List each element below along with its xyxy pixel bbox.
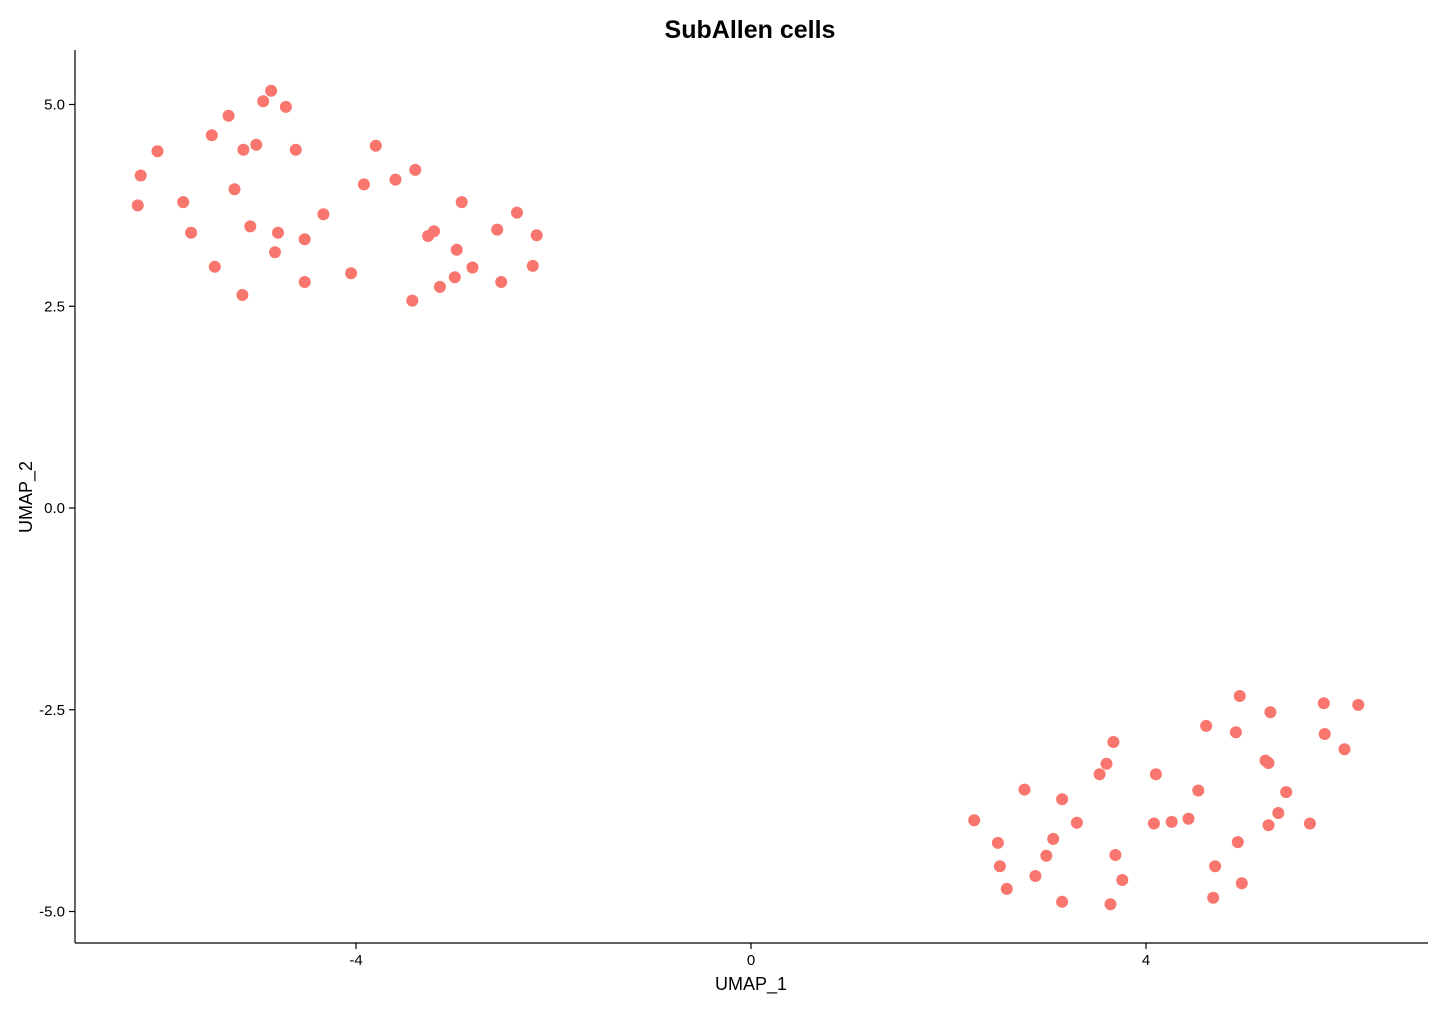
data-point [131, 199, 144, 212]
x-tick-label: 4 [1142, 952, 1150, 969]
data-point [1207, 891, 1220, 904]
x-tick-label: 0 [747, 952, 755, 969]
chart-title: SubAllen cells [665, 16, 836, 44]
data-point [1262, 757, 1275, 769]
data-point [1352, 698, 1365, 711]
data-point [1093, 768, 1106, 781]
y-tick-label: 5.0 [44, 97, 65, 114]
x-axis-label: UMAP_1 [715, 974, 787, 995]
data-point [409, 163, 422, 176]
x-tick-label: -4 [349, 952, 362, 969]
y-axis-label: UMAP_2 [16, 461, 37, 533]
data-point [228, 183, 241, 196]
data-point [433, 280, 446, 293]
data-point [1231, 836, 1244, 849]
data-point [237, 143, 250, 156]
data-point [298, 276, 311, 288]
data-point [1262, 819, 1275, 832]
data-point [455, 196, 468, 209]
data-point [298, 233, 311, 246]
data-point [1209, 860, 1222, 873]
data-point [993, 860, 1006, 873]
data-point [279, 100, 292, 113]
data-point [289, 143, 302, 156]
data-point [1233, 690, 1246, 702]
data-point [450, 243, 463, 256]
data-point [511, 206, 523, 219]
data-point [345, 267, 358, 280]
data-point [1100, 757, 1113, 770]
data-point [1116, 874, 1129, 886]
data-point [1056, 793, 1069, 806]
data-point [389, 173, 402, 186]
data-point [428, 225, 440, 238]
data-point [1318, 728, 1331, 740]
data-point [1192, 784, 1205, 797]
data-point [1272, 807, 1285, 819]
data-point [1280, 786, 1293, 799]
data-point [1165, 815, 1178, 828]
data-point [1229, 726, 1242, 739]
data-point [236, 289, 249, 301]
data-point [357, 178, 370, 191]
data-points [131, 84, 1365, 911]
data-point [1018, 783, 1031, 796]
data-point [265, 84, 278, 97]
data-point [185, 226, 198, 239]
y-tick-label: 0.0 [44, 500, 65, 517]
data-point [1149, 768, 1162, 781]
data-point [495, 276, 508, 288]
data-point [257, 95, 270, 108]
data-point [448, 271, 461, 284]
y-tick-label: -2.5 [39, 702, 65, 719]
data-point [530, 229, 543, 242]
data-point [1029, 870, 1042, 882]
data-point [526, 259, 539, 272]
data-point [466, 261, 479, 274]
data-point [1109, 849, 1122, 861]
data-point [151, 145, 164, 158]
data-point [991, 836, 1004, 849]
y-tick-label: 2.5 [44, 298, 65, 315]
data-point [134, 169, 147, 182]
data-point [1200, 719, 1213, 732]
data-point [369, 139, 382, 152]
data-point [406, 294, 419, 307]
data-point [205, 129, 218, 142]
data-point [177, 196, 190, 209]
data-point [208, 260, 221, 273]
data-point [1056, 895, 1069, 908]
data-point [1317, 697, 1330, 710]
data-point [1303, 817, 1316, 830]
data-point [272, 226, 284, 239]
data-point [1000, 882, 1013, 895]
data-point [1147, 817, 1160, 830]
x-axis-ticks: -4 0 4 [349, 943, 1150, 969]
data-point [244, 220, 257, 233]
data-point [1338, 743, 1351, 756]
data-point [491, 223, 504, 236]
data-point [1104, 898, 1117, 911]
data-point [250, 138, 263, 151]
data-point [1264, 706, 1277, 719]
data-point [222, 109, 235, 122]
data-point [1182, 812, 1195, 825]
data-point [968, 814, 981, 827]
data-point [269, 246, 281, 259]
y-axis-ticks: -5.0 -2.5 0.0 2.5 5.0 [39, 97, 75, 921]
y-tick-label: -5.0 [39, 904, 65, 921]
data-point [1040, 849, 1053, 862]
data-point [1235, 877, 1248, 890]
data-point [1047, 832, 1060, 845]
data-point [1070, 816, 1083, 829]
data-point [317, 208, 330, 221]
data-point [1107, 736, 1120, 748]
